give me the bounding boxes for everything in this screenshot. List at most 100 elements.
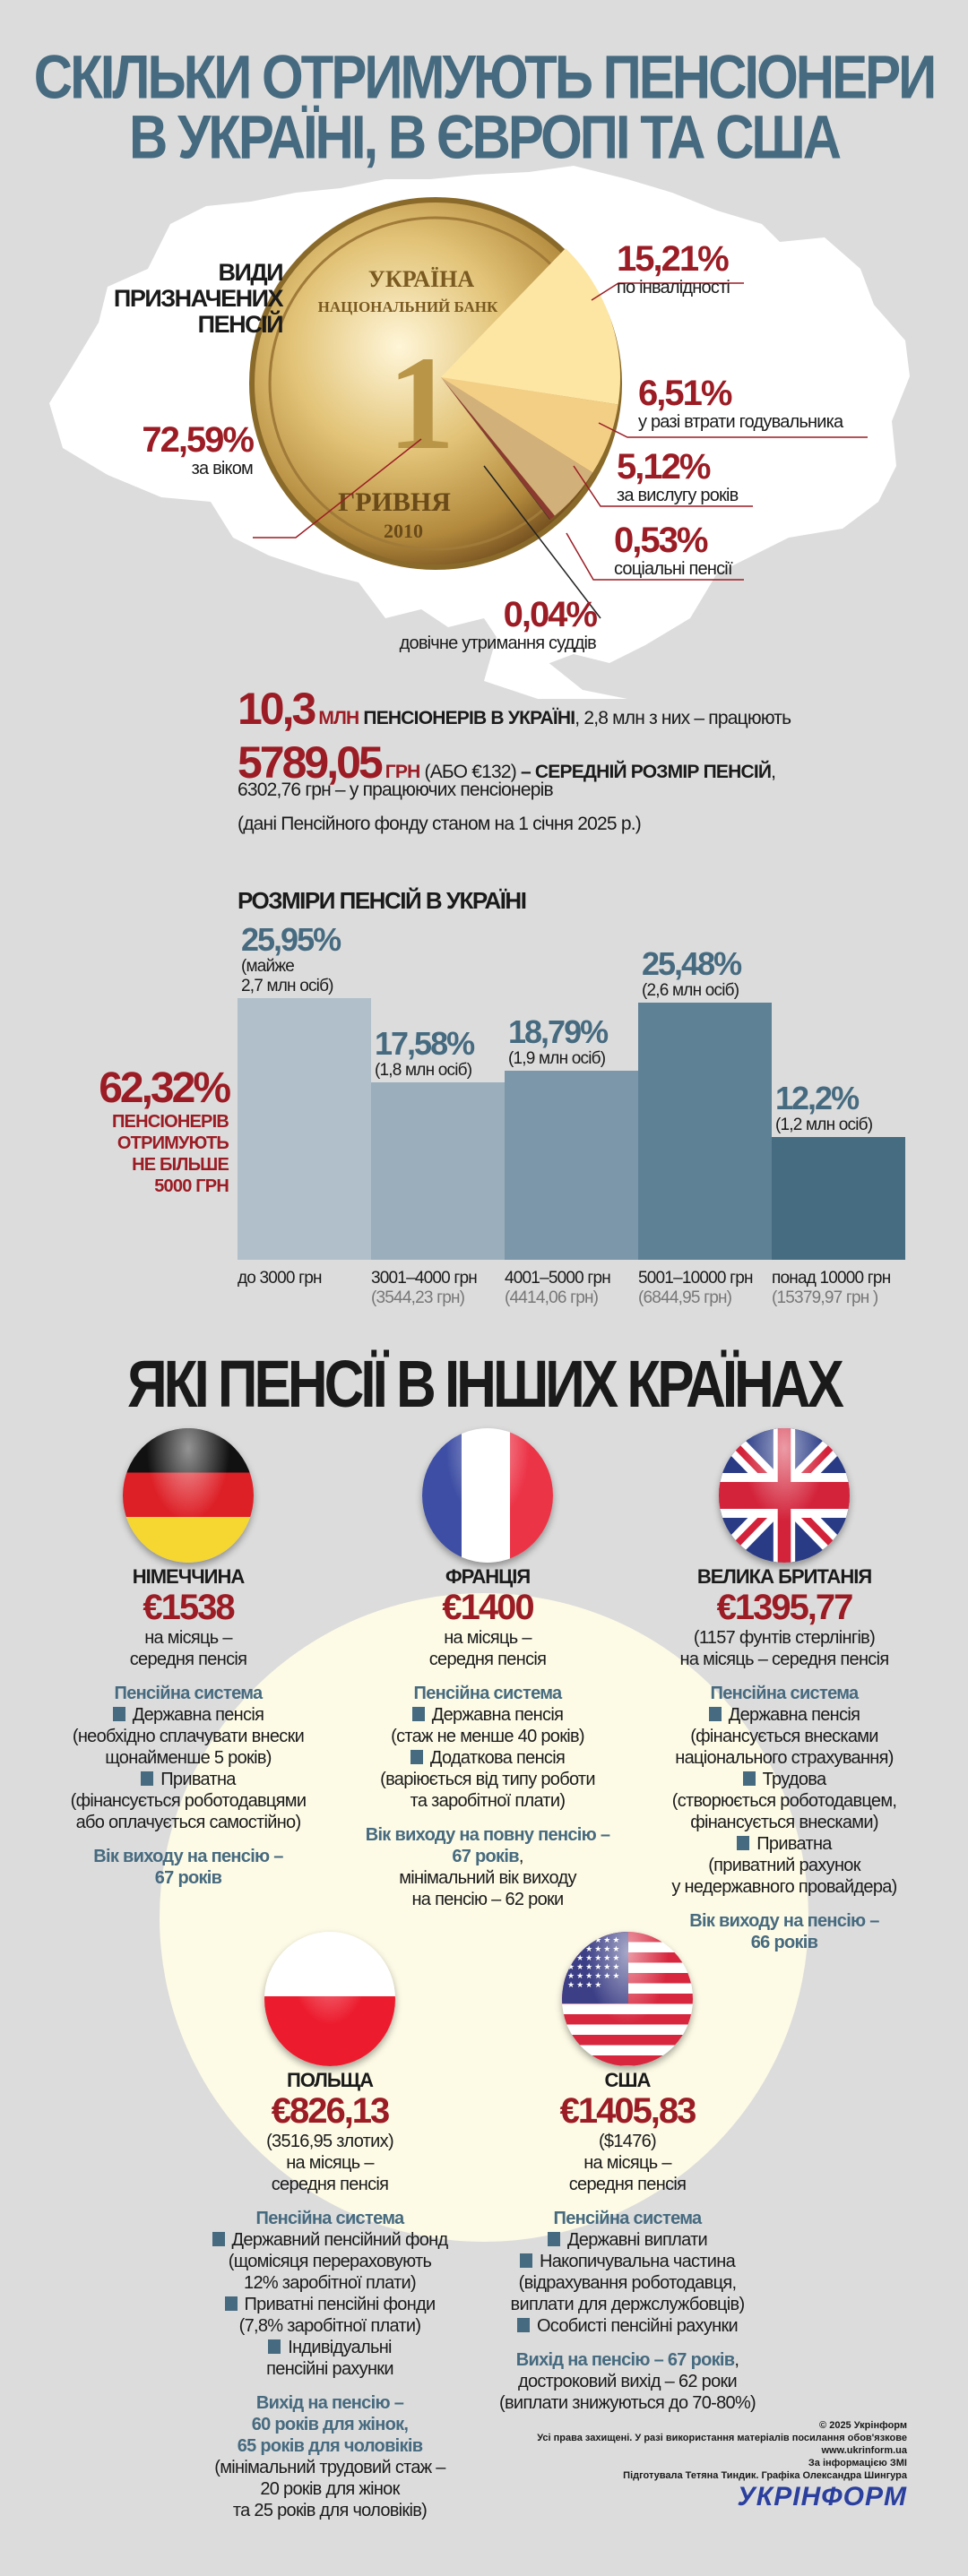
- pensioners-label: ПЕНСІОНЕРІВ В УКРАЇНІ: [363, 708, 575, 728]
- pie-slice: [441, 377, 593, 516]
- bullet-square-icon: [410, 1750, 423, 1764]
- credit-line: Усі права захищені. У разі використання …: [537, 2433, 907, 2443]
- bar-label: 17,58% (1,8 млн осіб): [375, 1027, 526, 1081]
- system-item-detail: (необхідно сплачувати внески: [72, 1727, 305, 1746]
- retirement-line: Вік виходу на пенсію –: [605, 1910, 964, 1932]
- average-pension: €1395,77: [716, 1588, 854, 1627]
- bullet-square-icon: [742, 1771, 756, 1786]
- retirement-line: на пенсію – 62 роки: [308, 1889, 667, 1910]
- avg-value: 5789,05: [238, 737, 384, 788]
- bar-category: понад 10000 грн (15379,97 грн ): [772, 1269, 891, 1308]
- pie-heading-line: ВИДИ: [218, 259, 283, 286]
- category-label: понад 10000 грн: [772, 1269, 891, 1288]
- pie-heading-line: ПРИЗНАЧЕНИХ: [113, 285, 284, 312]
- cream-circle-background: [160, 1593, 808, 2242]
- credit-line: Підготувала Тетяна Тиндик. Графіка Олекс…: [623, 2470, 907, 2481]
- pensioners-value: 10,3: [238, 684, 316, 734]
- retirement-tail: ,: [518, 1847, 524, 1866]
- price-note: на місяць –: [444, 1628, 532, 1648]
- bullet-square-icon: [224, 2296, 238, 2311]
- system-item-detail: (створюється роботодавцем,: [671, 1791, 897, 1811]
- average-pension: €1405,83: [559, 2091, 697, 2131]
- system-item-name: Державні виплати: [566, 2230, 708, 2250]
- highlight-line: ОТРИМУЮТЬ: [117, 1133, 229, 1153]
- pie-value: 72,59%: [142, 420, 255, 460]
- category-average: (6844,95 грн): [638, 1288, 732, 1307]
- bullet-square-icon: [141, 1771, 154, 1786]
- bar: [505, 1070, 638, 1260]
- system-item-name: Державна пенсія: [132, 1705, 264, 1725]
- germany-flag-icon: [123, 1428, 254, 1563]
- bar-people-label: 2,7 млн осіб): [241, 977, 334, 996]
- bar-label: 25,48% (2,6 млн осіб): [642, 947, 793, 1001]
- system-item-detail: національного страхування): [675, 1748, 894, 1768]
- system-item-detail: (щомісяця перераховують: [228, 2252, 432, 2271]
- country-germany: НІМЕЧЧИНА €1538 на місяць – середня пенсія П…: [9, 1566, 367, 1889]
- country-uk: ВЕЛИКА БРИТАНІЯ €1395,77 (1157 фунтів стер…: [605, 1566, 964, 1953]
- pie-value: 6,51%: [638, 374, 732, 413]
- retirement-info: Вік виходу на повну пенсію –67 років, мін…: [308, 1824, 667, 1910]
- retirement-line: Вихід на пенсію – 67 років,: [448, 2349, 807, 2371]
- category-label: 3001–4000 грн: [371, 1269, 478, 1288]
- retirement-line: 67 років: [9, 1867, 367, 1889]
- bullet-square-icon: [112, 1707, 125, 1721]
- system-item: Приватна: [605, 1833, 964, 1855]
- title-line-1: СКІЛЬКИ ОТРИМУЮТЬ ПЕНСІОНЕРИ: [33, 42, 938, 112]
- avg-working: 6302,76 грн – у працюючих пенсіонерів: [238, 780, 554, 800]
- retirement-text: достроковий вихід – 62 роки: [517, 2372, 738, 2391]
- system-item: Накопичувальна частина: [448, 2251, 807, 2272]
- pie-category: за віком: [191, 459, 254, 478]
- average-pension: €1400: [442, 1588, 534, 1627]
- pie-value: 5,12%: [617, 447, 711, 487]
- pensioners-count: 10,3 МЛН ПЕНСІОНЕРІВ В УКРАЇНІ, 2,8 млн …: [238, 683, 791, 735]
- highlight-line: НЕ БІЛЬШЕ: [132, 1155, 229, 1175]
- retirement-text: (виплати знижуються до 70-80%): [499, 2393, 756, 2413]
- category-average: (3544,23 грн): [371, 1288, 465, 1307]
- country-name: ФРАНЦІЯ: [445, 1565, 531, 1588]
- bullet-square-icon: [737, 1836, 750, 1850]
- bar-value-label: 12,2%: [775, 1079, 860, 1116]
- system-item-name: Приватна: [160, 1770, 236, 1789]
- credits: © 2025 Укрінформ Усі права захищені. У р…: [537, 2419, 907, 2482]
- highlight-line: 5000 ГРН: [154, 1176, 229, 1196]
- coin-text-year: 2010: [384, 520, 423, 542]
- pie-slice: [441, 377, 618, 473]
- system-item-detail: пенсійні рахунки: [266, 2359, 393, 2379]
- system-item: Державна пенсія: [308, 1704, 667, 1726]
- retirement-text: Вік виходу на пенсію –: [93, 1847, 283, 1866]
- country-poland: ПОЛЬЩА €826,13 (3516,95 злотих) на місяць –…: [151, 2070, 509, 2521]
- retirement-line: 20 років для жінок: [151, 2478, 509, 2500]
- france-flag-icon: [422, 1428, 553, 1563]
- pie-category: соціальні пенсії: [614, 559, 733, 579]
- category-label: до 3000 грн: [238, 1269, 322, 1288]
- average-pension: 5789,05 ГРН (АБО €132) – СЕРЕДНІЙ РОЗМІР…: [238, 737, 776, 788]
- section-heading: ЯКІ ПЕНСІЇ В ІНШИХ КРАЇНАХ: [127, 1348, 844, 1422]
- avg-eur: (АБО €132): [424, 762, 517, 782]
- bar-people-label: (1,8 млн осіб): [375, 1061, 472, 1081]
- pensioners-note: , 2,8 млн з них – працюють: [575, 708, 791, 728]
- price-note: середня пенсія: [129, 1650, 247, 1669]
- system-item-detail: 12% заробітної плати): [244, 2273, 417, 2293]
- system-item-detail: щонайменше 5 років): [105, 1748, 272, 1768]
- bar-label: 12,2% (1,2 млн осіб): [775, 1081, 927, 1135]
- system-item: Трудова: [605, 1769, 964, 1790]
- system-item-detail: (фінансується внесками: [690, 1727, 878, 1746]
- retirement-text: Вихід на пенсію –: [255, 2393, 404, 2413]
- category-label: 5001–10000 грн: [638, 1269, 754, 1288]
- retirement-text: 65 років для чоловіків: [237, 2436, 423, 2456]
- bullet-square-icon: [516, 2318, 530, 2332]
- system-title: Пенсійна система: [255, 2209, 405, 2228]
- retirement-line: 60 років для жінок,: [151, 2414, 509, 2435]
- credit-link[interactable]: www.ukrinform.ua: [821, 2445, 907, 2456]
- bullet-square-icon: [268, 2339, 281, 2354]
- system-item-detail: або оплачується самостійно): [75, 1813, 302, 1832]
- retirement-info: Вік виходу на пенсію – 66 років: [605, 1910, 964, 1953]
- ukrinform-logo: УКРІНФОРМ: [737, 2482, 907, 2511]
- pie-label-age: 72,59% за віком: [142, 420, 255, 478]
- system-item: Державна пенсія: [9, 1704, 367, 1726]
- system-item-name: Особисті пенсійні рахунки: [536, 2316, 739, 2336]
- system-item-name: Трудова: [762, 1770, 826, 1789]
- bar: [238, 998, 371, 1260]
- avg-label: – СЕРЕДНІЙ РОЗМІР ПЕНСІЙ: [521, 762, 772, 782]
- system-item-name: Державна пенсія: [728, 1705, 860, 1725]
